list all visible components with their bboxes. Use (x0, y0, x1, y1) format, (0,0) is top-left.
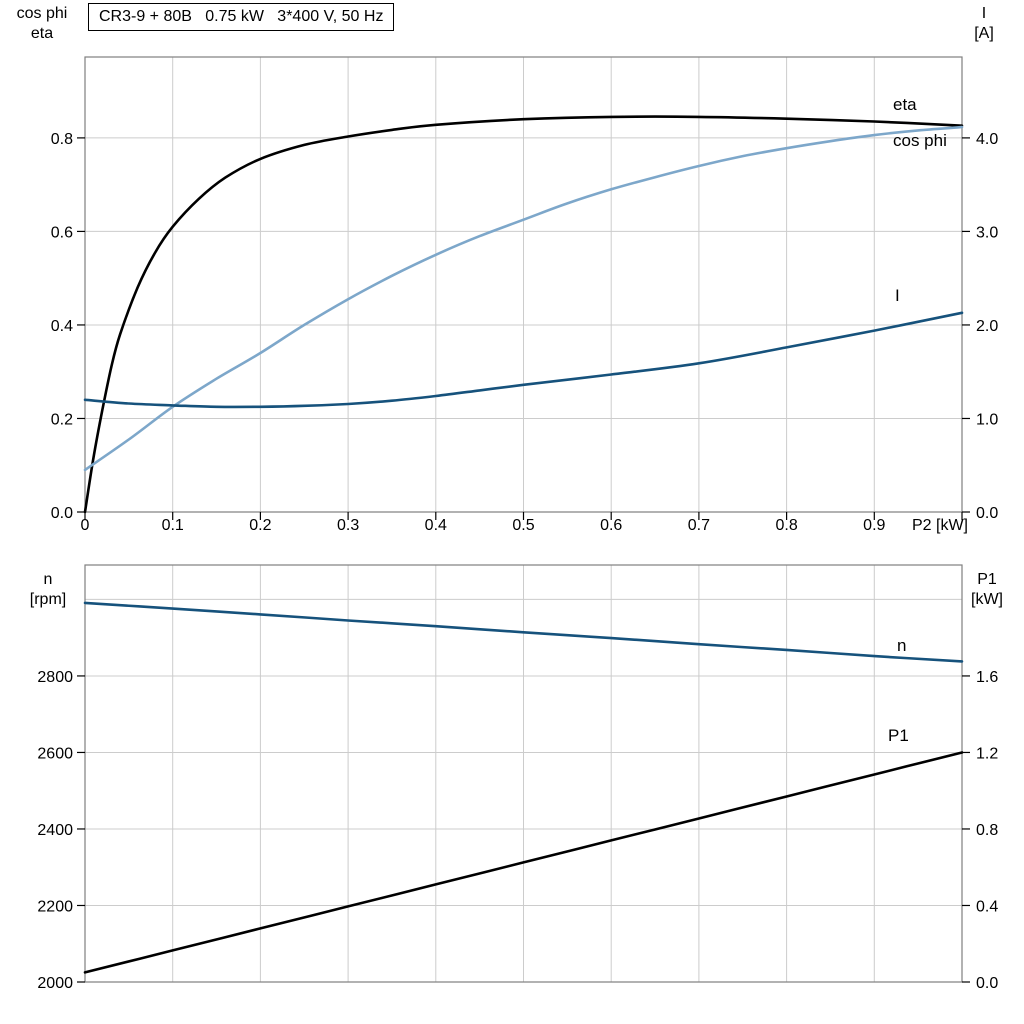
x-tick-label: 0.1 (162, 517, 184, 534)
x-tick-label: 0.9 (863, 517, 885, 534)
left-tick-label: 2800 (37, 669, 73, 686)
right-tick-label: 0.4 (976, 898, 998, 915)
right-tick-label: 0.0 (976, 975, 998, 992)
axis-title-p1: P1 (977, 571, 997, 588)
left-tick-label: 2600 (37, 745, 73, 762)
x-tick-label: 0.8 (775, 517, 797, 534)
right-tick-label: 1.6 (976, 669, 998, 686)
left-tick-label: 2400 (37, 822, 73, 839)
right-tick-label: 0.0 (976, 505, 998, 522)
left-tick-label: 0.2 (51, 411, 73, 428)
curve-n (83, 601, 964, 663)
left-tick-label: 0.6 (51, 224, 73, 241)
x-tick-label: 0 (81, 517, 90, 534)
curve-cos-phi (83, 125, 964, 472)
x-tick-label: 0.2 (249, 517, 271, 534)
top-chart-right-axis-title: I [A] (952, 4, 1016, 44)
top-chart-left-axis-title: cos phi eta (0, 4, 84, 44)
x-tick-label: 0.4 (425, 517, 447, 534)
curve-label-cos-phi: cos phi (893, 131, 947, 150)
bottom-chart-right-axis-title: P1 [kW] (955, 570, 1019, 610)
chart-title-box: CR3-9 + 80B 0.75 kW 3*400 V, 50 Hz (88, 3, 395, 31)
curve-p1 (83, 751, 964, 974)
right-tick-label: 1.0 (976, 411, 998, 428)
curve-i (83, 311, 964, 409)
axis-title-speed-unit: [rpm] (29, 591, 67, 608)
right-tick-label: 3.0 (976, 224, 998, 241)
left-tick-label: 0.4 (51, 318, 73, 335)
plot-frame (84, 564, 963, 983)
axis-title-p1-unit: [kW] (971, 591, 1003, 608)
curve-label-i: I (895, 286, 900, 305)
x-tick-label: 0.5 (512, 517, 534, 534)
left-tick-label: 2200 (37, 898, 73, 915)
curve-eta (83, 115, 964, 514)
curve-label-eta: eta (893, 95, 917, 114)
x-tick-label: 0.7 (688, 517, 710, 534)
left-tick-label: 0.0 (51, 505, 73, 522)
curve-label-n: n (897, 636, 906, 655)
right-tick-label: 0.8 (976, 822, 998, 839)
right-tick-label: 2.0 (976, 318, 998, 335)
left-tick-label: 0.8 (51, 131, 73, 148)
x-axis-label: P2 [kW] (912, 517, 968, 534)
x-tick-label: 0.3 (337, 517, 359, 534)
right-tick-label: 1.2 (976, 745, 998, 762)
axis-title-eta: eta (30, 25, 54, 42)
axis-title-current: I (981, 5, 987, 22)
bottom-chart-left-axis-title: n [rpm] (8, 570, 88, 610)
x-tick-label: 0.6 (600, 517, 622, 534)
axis-title-speed: n (43, 571, 53, 588)
axis-title-cos-phi: cos phi (16, 5, 68, 22)
left-tick-label: 2000 (37, 975, 73, 992)
right-tick-label: 4.0 (976, 131, 998, 148)
axis-title-current-unit: [A] (974, 25, 994, 42)
curve-label-p1: P1 (888, 726, 909, 745)
